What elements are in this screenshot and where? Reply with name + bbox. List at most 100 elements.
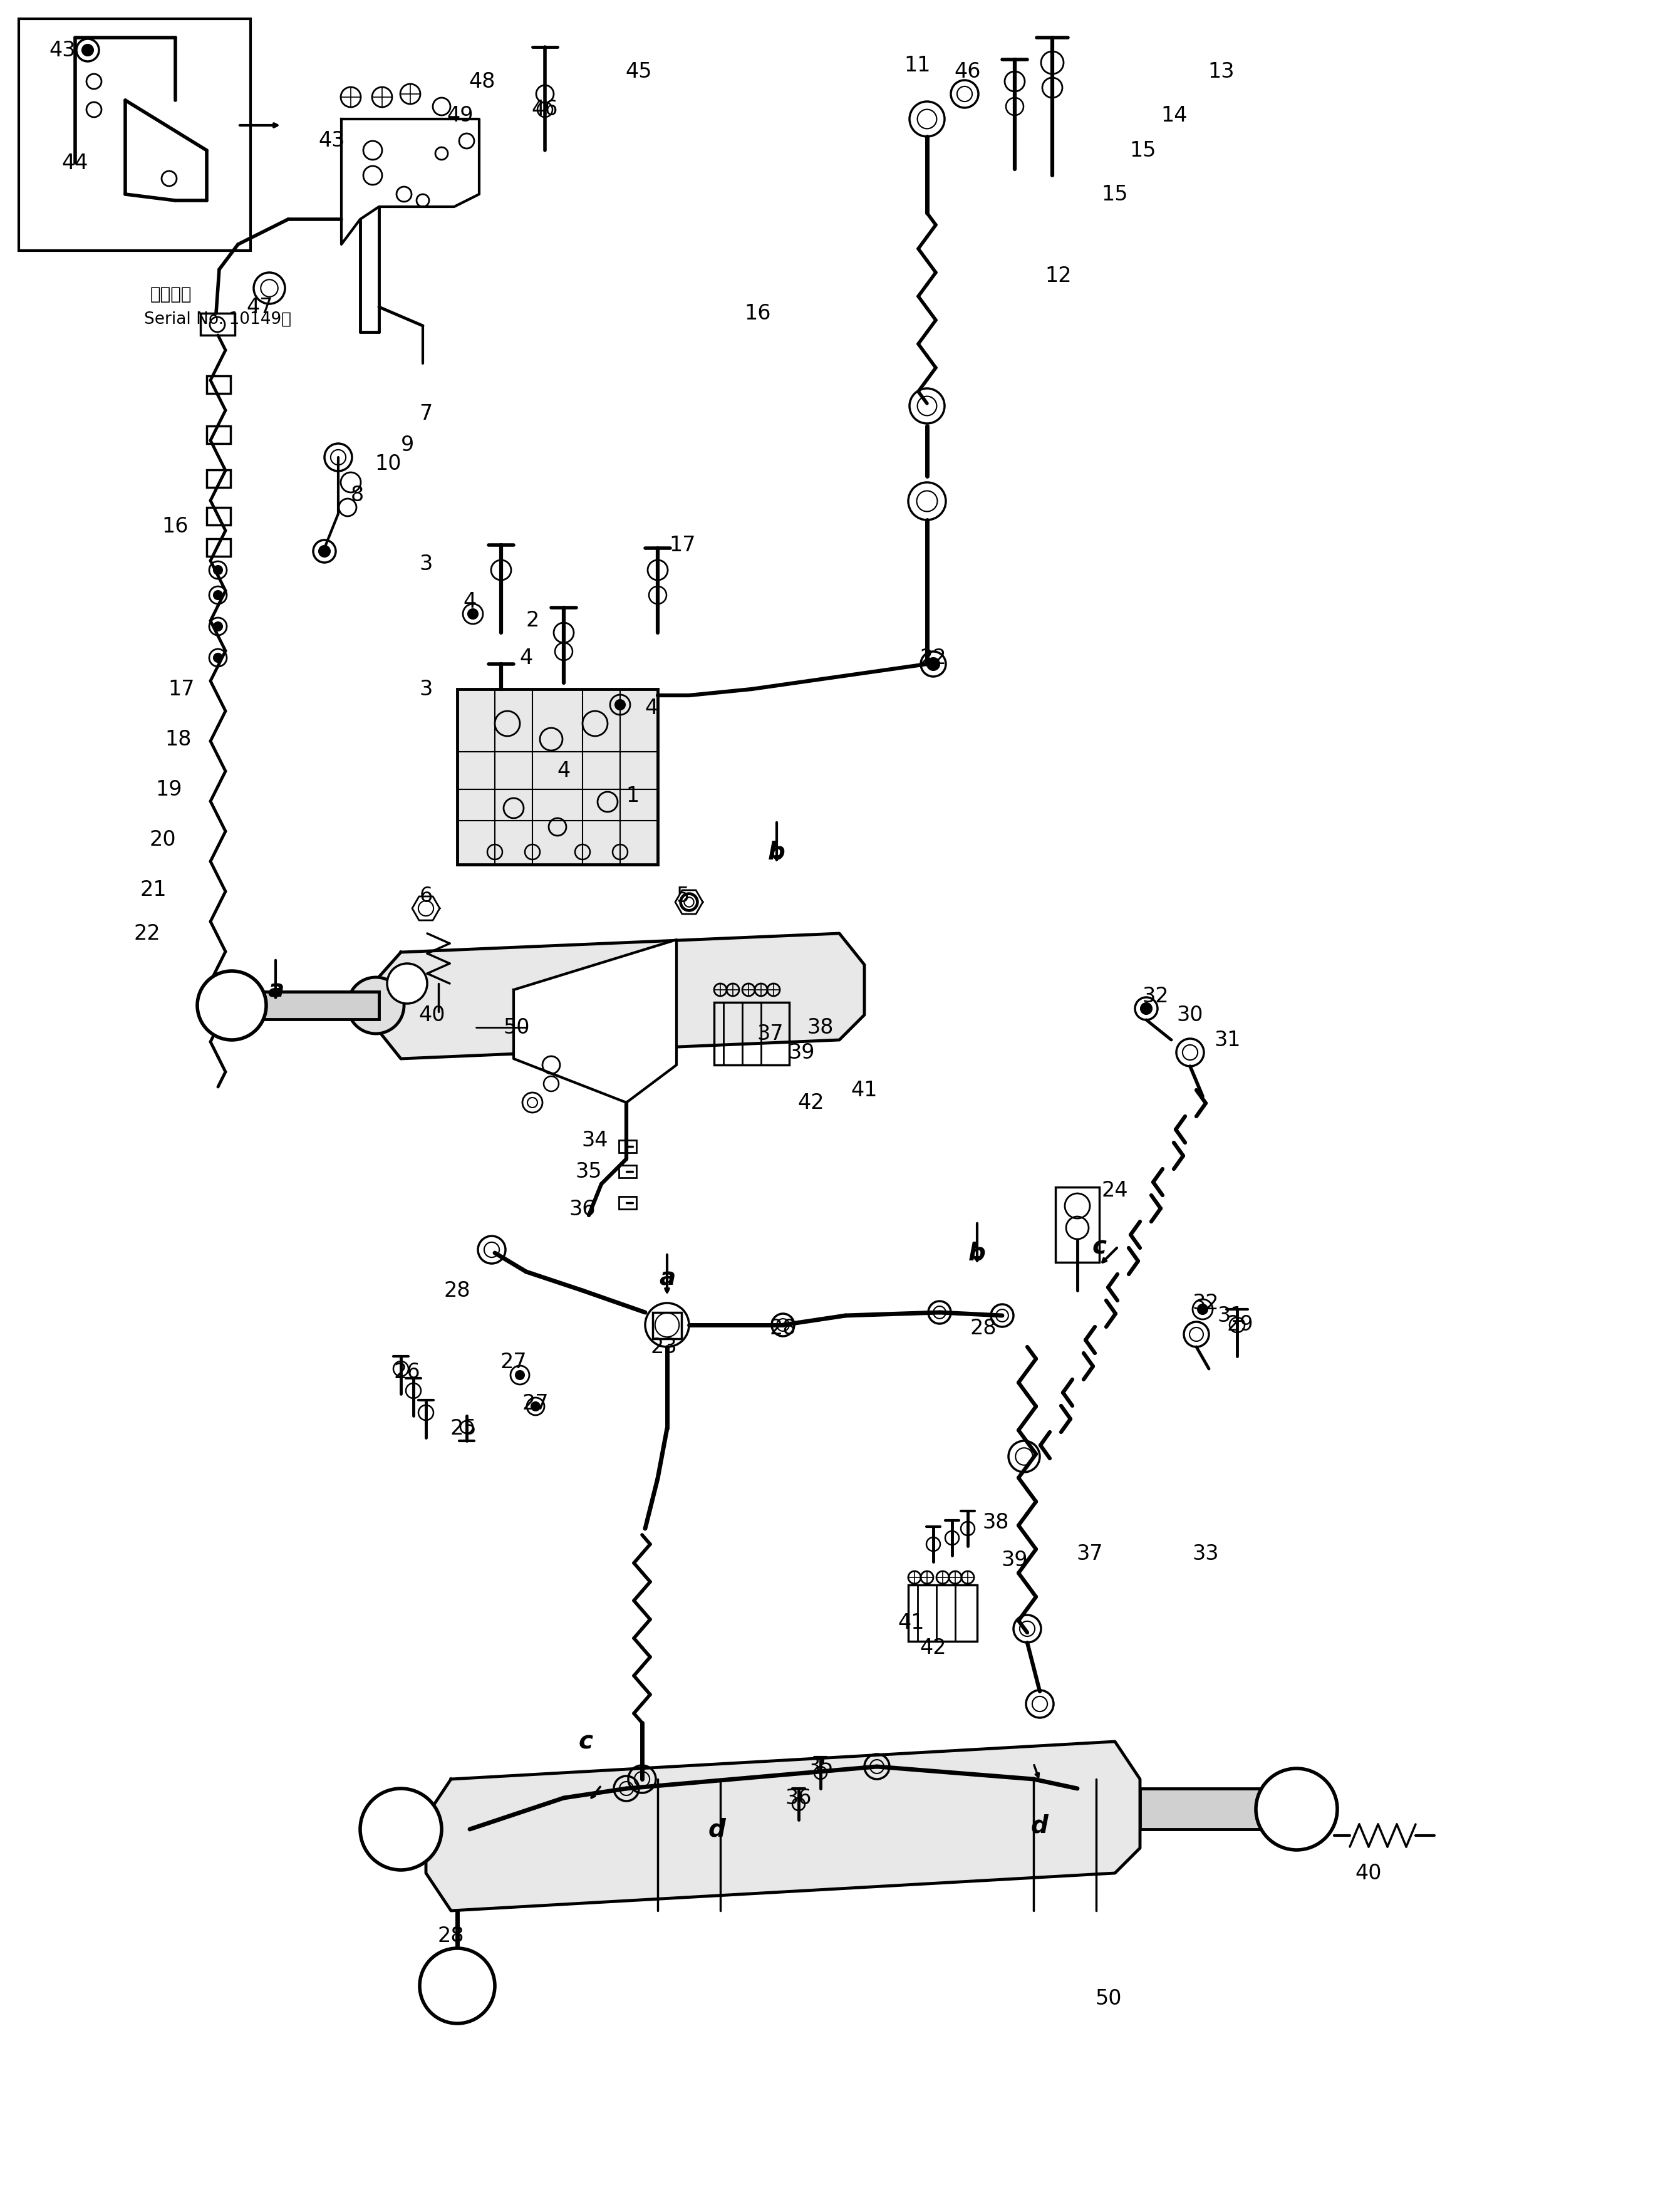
Text: 4: 4: [645, 697, 658, 719]
Text: 39: 39: [1002, 1551, 1028, 1571]
Bar: [18, 18, 251, 250]
Text: 28: 28: [770, 1318, 797, 1338]
Text: 27: 27: [522, 1394, 549, 1413]
Text: 14: 14: [1160, 106, 1189, 126]
Text: 39: 39: [788, 1042, 815, 1062]
Bar: [263, 991, 379, 1020]
Text: 46: 46: [532, 100, 559, 119]
Text: 29: 29: [1227, 1314, 1253, 1336]
Text: 33: 33: [1192, 1544, 1218, 1564]
Bar: [618, 1197, 636, 1210]
Text: 37: 37: [1076, 1544, 1103, 1564]
Text: 36: 36: [785, 1787, 812, 1807]
Text: 48: 48: [469, 71, 496, 91]
Text: d: d: [709, 1818, 726, 1840]
Text: 22: 22: [134, 922, 160, 945]
Text: 28: 28: [438, 1924, 464, 1947]
Text: 6: 6: [420, 885, 433, 907]
Text: 20: 20: [149, 830, 177, 849]
Text: 3: 3: [420, 679, 433, 699]
Text: 47: 47: [246, 296, 273, 316]
Text: 35: 35: [575, 1161, 602, 1181]
Bar: [207, 540, 230, 555]
Bar: [714, 1002, 788, 1064]
Bar: [1141, 1790, 1265, 1829]
Bar: [1055, 1188, 1099, 1263]
Text: 35: 35: [807, 1756, 833, 1776]
Text: c: c: [1093, 1234, 1106, 1259]
Text: 40: 40: [1355, 1863, 1382, 1882]
Bar: [653, 1312, 681, 1338]
Text: 40: 40: [418, 1004, 446, 1024]
Circle shape: [83, 44, 93, 55]
Polygon shape: [342, 119, 479, 243]
Text: 32: 32: [1142, 987, 1169, 1006]
Text: 43: 43: [50, 40, 76, 60]
Text: 適用号機: 適用号機: [150, 285, 192, 303]
Bar: [207, 469, 230, 487]
Circle shape: [1141, 1002, 1152, 1015]
Text: 5: 5: [676, 885, 689, 907]
Text: 12: 12: [1045, 265, 1071, 285]
Circle shape: [420, 1949, 494, 2024]
Text: 4: 4: [557, 761, 570, 781]
Circle shape: [360, 1790, 441, 1869]
Text: 32: 32: [1192, 1292, 1220, 1314]
Text: 15: 15: [1101, 184, 1129, 204]
Circle shape: [1256, 1767, 1337, 1849]
Text: 7: 7: [420, 403, 433, 425]
Text: 25: 25: [450, 1418, 476, 1438]
Text: 23: 23: [651, 1336, 678, 1358]
Circle shape: [213, 566, 223, 575]
Text: 37: 37: [757, 1024, 784, 1044]
Text: 30: 30: [1177, 1004, 1203, 1024]
Text: 43: 43: [319, 131, 345, 150]
Text: a: a: [660, 1265, 676, 1290]
Bar: [200, 314, 235, 336]
Text: 42: 42: [798, 1093, 825, 1113]
Text: 1: 1: [626, 785, 640, 805]
Text: 36: 36: [569, 1199, 595, 1219]
Text: 4: 4: [519, 648, 532, 668]
Text: 10: 10: [375, 453, 402, 473]
Text: 24: 24: [1101, 1179, 1129, 1201]
Circle shape: [531, 1402, 541, 1411]
Text: 13: 13: [1208, 62, 1235, 82]
Circle shape: [213, 591, 223, 599]
Text: 8: 8: [350, 484, 364, 504]
Polygon shape: [674, 889, 703, 914]
Text: b: b: [769, 841, 785, 865]
Text: 34: 34: [582, 1130, 608, 1150]
Text: 4: 4: [463, 591, 476, 613]
Bar: [907, 1586, 977, 1641]
Circle shape: [615, 699, 625, 710]
Text: 41: 41: [851, 1079, 878, 1099]
Text: 38: 38: [982, 1513, 1010, 1533]
Bar: [207, 427, 230, 445]
Bar: [458, 690, 658, 865]
Polygon shape: [412, 896, 440, 920]
Text: 49: 49: [446, 106, 474, 126]
Text: 38: 38: [807, 1018, 833, 1037]
Text: 22: 22: [921, 648, 947, 668]
Circle shape: [197, 971, 266, 1040]
Text: 31: 31: [1218, 1305, 1245, 1325]
Text: 50: 50: [504, 1018, 531, 1037]
Text: 45: 45: [625, 62, 653, 82]
Text: 16: 16: [744, 303, 772, 323]
Text: 16: 16: [162, 515, 188, 538]
Text: 28: 28: [445, 1281, 471, 1301]
Text: 21: 21: [141, 878, 167, 900]
Text: 17: 17: [169, 679, 195, 699]
Text: 11: 11: [904, 55, 931, 75]
Text: 27: 27: [501, 1352, 527, 1374]
Bar: [207, 507, 230, 524]
Text: 19: 19: [155, 779, 182, 801]
Text: 44: 44: [61, 153, 89, 173]
Text: 42: 42: [921, 1637, 947, 1659]
Text: d: d: [1031, 1814, 1048, 1838]
Circle shape: [347, 978, 403, 1033]
Text: 26: 26: [393, 1363, 420, 1382]
Circle shape: [516, 1371, 524, 1380]
Polygon shape: [426, 1741, 1141, 1911]
